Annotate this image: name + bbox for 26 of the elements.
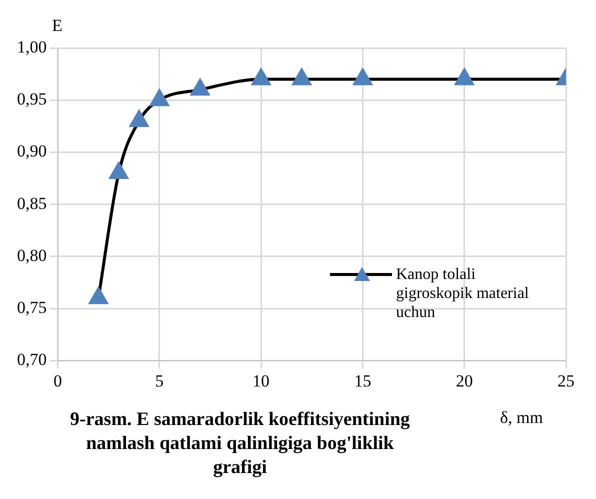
point <box>150 90 169 106</box>
y-tick-label: 0,90 <box>17 142 47 161</box>
point <box>455 68 474 86</box>
point <box>109 162 128 180</box>
y-tick-label: 0,95 <box>17 90 47 109</box>
y-axis-title: E <box>52 16 62 36</box>
point <box>353 68 372 86</box>
x-tick-label: 20 <box>456 371 473 390</box>
x-tick-label: 15 <box>354 371 372 390</box>
point <box>252 68 270 86</box>
y-tick-label: 0,75 <box>17 298 47 317</box>
legend-label: Kanop tolali gigroskopik material uchun <box>396 265 530 322</box>
x-axis-title: δ, mm <box>500 408 543 428</box>
x-tick-label: 5 <box>155 371 164 390</box>
x-tick-label: 10 <box>252 371 270 390</box>
y-tick-label: 0,85 <box>17 194 47 213</box>
point <box>89 288 108 304</box>
point <box>130 110 148 127</box>
y-tick-label: 1,00 <box>17 37 47 56</box>
x-tick-label: 25 <box>558 371 574 390</box>
x-tick-label: 0 <box>54 371 62 390</box>
y-tick-label: 0,70 <box>17 350 47 370</box>
y-tick-label: 0,80 <box>17 246 47 265</box>
text: 9-rasm. E samaradorlik koeffitsiyentining namlash qatlami qalinligiga bog'liklik grafigi <box>69 408 411 480</box>
point <box>190 79 210 96</box>
point <box>292 68 312 86</box>
